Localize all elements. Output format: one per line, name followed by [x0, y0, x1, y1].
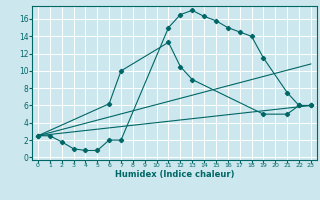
X-axis label: Humidex (Indice chaleur): Humidex (Indice chaleur)	[115, 170, 234, 179]
